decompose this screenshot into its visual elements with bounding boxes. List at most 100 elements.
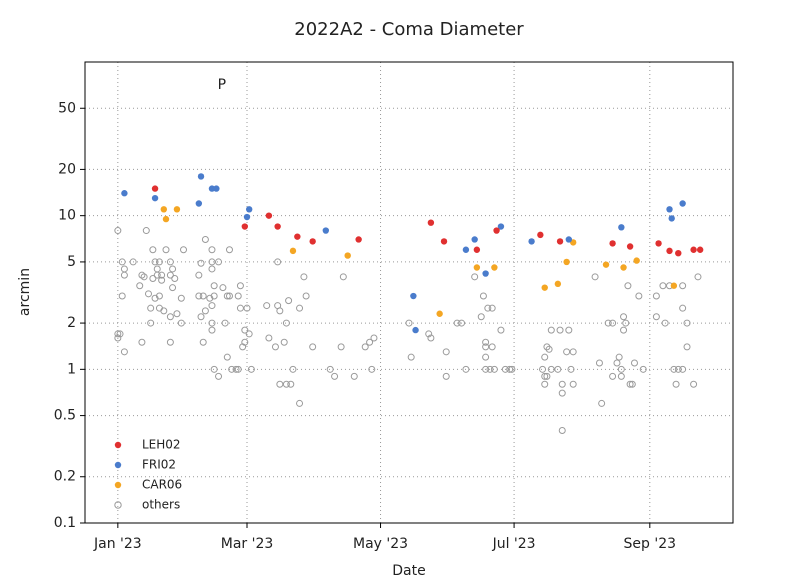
data-point bbox=[171, 275, 179, 283]
data-point bbox=[245, 206, 253, 213]
data-point bbox=[569, 348, 577, 356]
data-point bbox=[287, 380, 295, 388]
data-point bbox=[598, 399, 606, 407]
data-point bbox=[617, 372, 625, 380]
data-point bbox=[679, 200, 686, 207]
x-tick-label: Jan '23 bbox=[93, 536, 142, 552]
data-point bbox=[368, 365, 376, 373]
data-point bbox=[223, 353, 231, 361]
data-point bbox=[153, 271, 161, 279]
data-point bbox=[668, 215, 675, 222]
data-point bbox=[289, 365, 297, 373]
data-point bbox=[142, 227, 150, 235]
legend-label: FRI02 bbox=[142, 458, 176, 472]
data-point bbox=[410, 292, 417, 300]
data-point bbox=[140, 273, 148, 281]
data-point bbox=[683, 319, 691, 327]
data-point bbox=[666, 247, 673, 255]
data-point bbox=[208, 326, 216, 334]
data-point bbox=[197, 313, 205, 321]
data-point bbox=[491, 264, 498, 271]
data-point bbox=[482, 365, 490, 373]
data-point bbox=[208, 265, 216, 273]
data-point bbox=[208, 319, 216, 327]
data-point bbox=[228, 365, 236, 373]
data-point bbox=[407, 353, 415, 361]
data-point bbox=[225, 292, 233, 300]
data-point bbox=[591, 273, 599, 281]
data-point bbox=[118, 292, 126, 300]
data-point bbox=[344, 252, 351, 259]
legend-marker bbox=[114, 481, 122, 489]
data-point bbox=[208, 258, 216, 266]
y-tick-label: 20 bbox=[58, 161, 76, 177]
data-point bbox=[197, 259, 205, 267]
data-point bbox=[453, 319, 461, 327]
data-point bbox=[276, 307, 284, 315]
data-point bbox=[440, 238, 448, 245]
data-point bbox=[635, 292, 643, 300]
data-point bbox=[221, 319, 229, 327]
data-point bbox=[541, 353, 549, 361]
data-point bbox=[506, 365, 514, 373]
data-point bbox=[169, 265, 177, 273]
data-point bbox=[436, 310, 443, 317]
data-point bbox=[201, 307, 209, 315]
data-point bbox=[199, 292, 207, 300]
data-point bbox=[613, 359, 621, 367]
data-point bbox=[195, 200, 203, 207]
data-point bbox=[206, 294, 214, 302]
data-point bbox=[149, 246, 157, 254]
data-point bbox=[563, 348, 571, 356]
data-point bbox=[620, 313, 628, 321]
data-point bbox=[208, 246, 216, 254]
data-point bbox=[547, 326, 555, 334]
data-point bbox=[213, 185, 220, 192]
data-point bbox=[339, 273, 347, 281]
data-point bbox=[274, 258, 282, 266]
data-point bbox=[136, 282, 144, 290]
data-point bbox=[370, 334, 378, 342]
data-point bbox=[486, 365, 494, 373]
data-point bbox=[652, 292, 660, 300]
data-point bbox=[121, 190, 128, 197]
data-point bbox=[556, 238, 564, 245]
data-point bbox=[234, 365, 242, 373]
y-tick-label: 2 bbox=[67, 315, 76, 331]
data-point bbox=[558, 426, 566, 434]
data-point bbox=[624, 282, 632, 290]
data-point bbox=[158, 271, 166, 279]
data-point bbox=[595, 359, 603, 367]
data-point bbox=[602, 261, 610, 268]
data-point bbox=[280, 338, 288, 346]
data-point bbox=[366, 338, 374, 346]
data-point bbox=[639, 365, 647, 373]
data-point bbox=[114, 227, 122, 235]
data-point bbox=[617, 365, 625, 373]
data-point bbox=[355, 236, 362, 243]
data-point bbox=[166, 338, 174, 346]
data-point bbox=[412, 326, 419, 334]
data-point bbox=[554, 280, 562, 288]
data-point bbox=[609, 319, 617, 327]
data-point bbox=[158, 276, 166, 284]
data-point bbox=[337, 343, 345, 351]
data-point bbox=[696, 246, 704, 253]
data-point bbox=[609, 372, 617, 380]
data-point bbox=[296, 399, 304, 407]
data-point bbox=[151, 258, 159, 266]
data-point bbox=[620, 326, 628, 334]
data-point bbox=[361, 343, 369, 351]
data-point bbox=[490, 365, 498, 373]
data-point bbox=[679, 365, 687, 373]
data-point bbox=[569, 380, 577, 388]
data-point bbox=[155, 258, 163, 266]
data-point bbox=[479, 292, 487, 300]
data-point bbox=[655, 240, 662, 247]
data-point bbox=[462, 246, 470, 253]
data-point bbox=[282, 380, 290, 388]
data-point bbox=[116, 330, 124, 338]
y-tick-label: 5 bbox=[67, 254, 76, 270]
